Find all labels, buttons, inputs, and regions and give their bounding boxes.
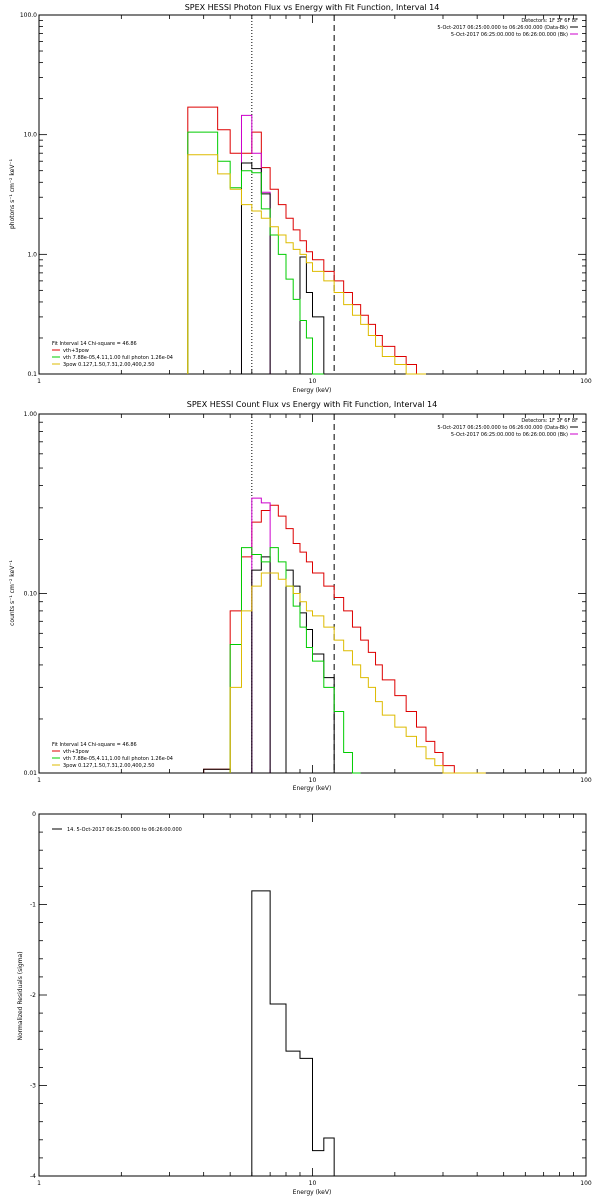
residuals-ylabel: Normalized Residuals (sigma) xyxy=(17,951,24,1040)
photon-flux-detectors-label: Detectors: 1F 3F 6F 8F xyxy=(521,18,578,24)
photon-flux-y-tick-label: 0.1 xyxy=(27,371,37,378)
residuals-legend-label: 14. 5-Oct-2017 06:25:00.000 to 06:26:00.… xyxy=(67,827,182,833)
count-flux-power-law-series xyxy=(229,572,486,774)
photon-flux-title: SPEX HESSI Photon Flux vs Energy with Fi… xyxy=(185,3,440,12)
photon-flux-panel: SPEX HESSI Photon Flux vs Energy with Fi… xyxy=(9,3,592,394)
residuals-x-tick-label: 10 xyxy=(309,1180,317,1187)
count-flux-vth3pow-label: vth+3pow xyxy=(63,749,89,755)
count-flux-x-tick-label: 10 xyxy=(309,777,317,784)
photon-flux-data-series xyxy=(240,162,325,374)
photon-flux-y-tick-label: 10.0 xyxy=(24,132,38,139)
count-flux-ylabel: counts s⁻¹ cm⁻² keV⁻¹ xyxy=(9,560,16,626)
count-flux-thermal-series xyxy=(229,547,361,774)
photon-flux-legend-top-right: Detectors: 1F 3F 6F 8F 5-Oct-2017 06:25:… xyxy=(437,18,578,38)
residuals-y-tick-label: -4 xyxy=(30,1173,36,1180)
photon-flux-y-tick-label: 100.0 xyxy=(20,12,37,19)
photon-flux-x-tick-label: 1 xyxy=(37,378,41,385)
count-flux-x-tick-label: 1 xyxy=(37,777,41,784)
residuals-data-series xyxy=(251,890,335,1176)
photon-flux-data-bk-label: 5-Oct-2017 06:25:00.000 to 06:26:00.000 … xyxy=(437,25,568,31)
residuals-y-tick-label: -3 xyxy=(30,1083,36,1090)
count-flux-y-tick-label: 0.10 xyxy=(24,591,38,598)
count-flux-legend-bottom-left: Fit Interval 14 Chi-square = 46.86 vth+3… xyxy=(52,742,173,769)
photon-flux-xlabel: Energy (keV) xyxy=(293,387,332,394)
residuals-y-tick-label: -2 xyxy=(30,992,36,999)
photon-flux-power-law-series xyxy=(187,154,426,375)
count-flux-title: SPEX HESSI Count Flux vs Energy with Fit… xyxy=(187,400,438,409)
photon-flux-legend-bottom-left: Fit Interval 14 Chi-square = 46.86 vth+3… xyxy=(52,341,173,368)
residuals-panel: Energy (keV) Normalized Residuals (sigma… xyxy=(17,811,592,1196)
photon-flux-background-series xyxy=(240,114,271,374)
count-flux-vth-label: vth 7.88e-05,4.11,1.00 full photon 1.26e… xyxy=(63,756,173,762)
residuals-x-tick-label: 1 xyxy=(37,1180,41,1187)
photon-flux-3pow-label: 3pow 0.127,1.50,7.31,2.00,400,2.50 xyxy=(63,362,154,368)
photon-flux-bk-label: 5-Oct-2017 06:25:00.000 to 06:26:00.000 … xyxy=(451,32,568,38)
count-flux-3pow-label: 3pow 0.127,1.50,7.31,2.00,400,2.50 xyxy=(63,763,154,769)
count-flux-y-tick-label: 1.00 xyxy=(24,411,38,418)
photon-flux-fit-interval-label: Fit Interval 14 Chi-square = 46.86 xyxy=(52,341,137,347)
photon-flux-x-tick-label: 100 xyxy=(580,378,592,385)
count-flux-y-tick-label: 0.01 xyxy=(24,770,38,777)
count-flux-fit-interval-label: Fit Interval 14 Chi-square = 46.86 xyxy=(52,742,137,748)
photon-flux-vth-label: vth 7.88e-05,4.11,1.00 full photon 1.26e… xyxy=(63,355,173,361)
residuals-y-tick-label: -1 xyxy=(30,902,36,909)
residuals-y-tick-label: 0 xyxy=(32,811,36,818)
count-flux-legend-top-right: Detectors: 1F 3F 6F 8F 5-Oct-2017 06:25:… xyxy=(437,418,578,438)
residuals-xlabel: Energy (keV) xyxy=(293,1189,332,1196)
count-flux-total-fit-series xyxy=(203,504,486,774)
count-flux-data-bk-label: 5-Oct-2017 06:25:00.000 to 06:26:00.000 … xyxy=(437,425,568,431)
residuals-x-tick-label: 100 xyxy=(580,1180,592,1187)
photon-flux-vth3pow-label: vth+3pow xyxy=(63,348,89,354)
photon-flux-x-tick-label: 10 xyxy=(309,378,317,385)
photon-flux-y-tick-label: 1.0 xyxy=(27,251,37,258)
photon-flux-ylabel: photons s⁻¹ cm⁻² keV⁻¹ xyxy=(9,158,16,229)
count-flux-x-tick-label: 100 xyxy=(580,777,592,784)
count-flux-detectors-label: Detectors: 1F 3F 6F 8F xyxy=(521,418,578,424)
count-flux-xlabel: Energy (keV) xyxy=(293,785,332,792)
count-flux-panel: SPEX HESSI Count Flux vs Energy with Fit… xyxy=(9,400,592,792)
count-flux-bk-label: 5-Oct-2017 06:25:00.000 to 06:26:00.000 … xyxy=(451,432,568,438)
